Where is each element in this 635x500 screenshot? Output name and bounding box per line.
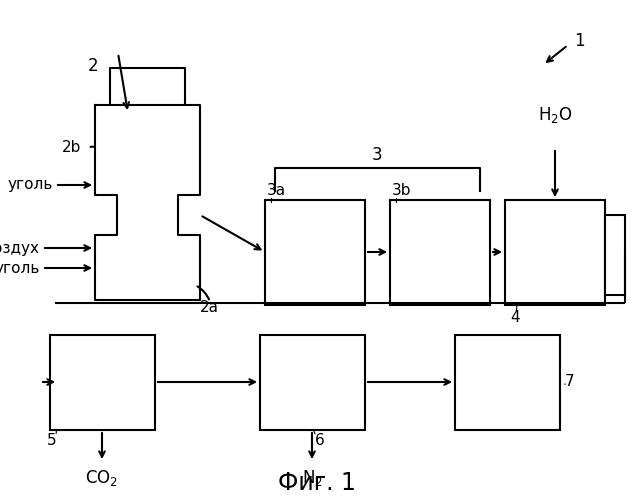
Polygon shape — [455, 335, 560, 430]
Polygon shape — [505, 200, 605, 305]
Text: воздух: воздух — [0, 240, 40, 256]
Text: H$_2$O: H$_2$O — [538, 105, 572, 125]
Text: 3a: 3a — [267, 183, 286, 198]
Text: 5: 5 — [47, 433, 57, 448]
Text: 6: 6 — [315, 433, 324, 448]
Polygon shape — [605, 215, 625, 295]
Text: 1: 1 — [574, 32, 585, 50]
Polygon shape — [390, 200, 490, 305]
Text: уголь: уголь — [0, 260, 40, 276]
Polygon shape — [95, 105, 200, 300]
Text: уголь: уголь — [8, 178, 53, 192]
Text: 2b: 2b — [62, 140, 81, 156]
Text: 2a: 2a — [200, 300, 219, 315]
Text: 2: 2 — [88, 57, 98, 75]
Text: N$_2$: N$_2$ — [302, 468, 323, 488]
Text: 4: 4 — [510, 310, 519, 325]
Text: 3b: 3b — [392, 183, 411, 198]
Polygon shape — [265, 200, 365, 305]
Polygon shape — [260, 335, 365, 430]
Text: Фиг. 1: Фиг. 1 — [278, 471, 356, 495]
Text: CO$_2$: CO$_2$ — [86, 468, 119, 488]
Text: 7: 7 — [565, 374, 575, 390]
Text: 3: 3 — [371, 146, 382, 164]
Polygon shape — [50, 335, 155, 430]
